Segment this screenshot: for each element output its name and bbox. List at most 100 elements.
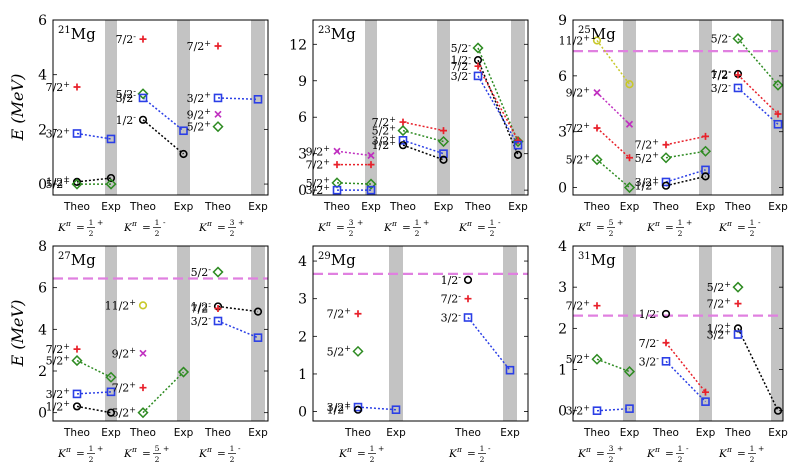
exp-band [437, 20, 450, 195]
kpi-denominator: 2 [480, 455, 485, 464]
spin-parity-label: 5/2+​ [327, 344, 351, 358]
level-connector [596, 92, 631, 125]
level-marker-x [139, 349, 147, 357]
panel-21mg: 7/2+​3/2+​1/2+​5/2+​7/2-​5/2-​3/2-​1/2-​… [38, 13, 269, 238]
spin-parity-label: 3/2+​ [635, 175, 659, 189]
y-tick-label: 4 [38, 68, 47, 84]
level-marker-x [333, 147, 341, 155]
level-marker-square [592, 406, 602, 416]
level-marker-diamond [71, 178, 83, 190]
level-connector [737, 87, 779, 125]
level-marker-plus [333, 161, 341, 169]
kpi-label-k: K [458, 222, 468, 234]
level-marker-square [253, 94, 263, 104]
level-connector [402, 144, 444, 161]
spin-parity-label: 3/2-​ [116, 91, 137, 105]
kpi-label-eq: = [217, 448, 226, 460]
y-tick-label: 0 [558, 181, 567, 197]
plot-area [313, 246, 528, 421]
exp-column-label: Exp [361, 201, 381, 213]
kpi-label-k: K [448, 448, 458, 460]
kpi-denominator: 2 [370, 455, 375, 464]
level-marker-diamond [660, 152, 672, 164]
kpi-numerator: 1 [750, 218, 755, 227]
kpi-label-k: K [57, 222, 67, 234]
theo-column-label: Theo [63, 201, 90, 213]
nucleus-title: 31Mg [578, 251, 616, 269]
level-marker-square [473, 71, 483, 81]
exp-column-label: Exp [434, 201, 454, 213]
spin-parity-label: 5/2+​ [187, 119, 211, 133]
spin-parity-label: 1/2+​ [46, 399, 70, 413]
kpi-label-pi: π [346, 445, 352, 454]
spin-parity-label: 9/2+​ [566, 85, 590, 99]
spin-parity-label: 7/2+​ [327, 307, 351, 321]
kpi-parity: - [238, 444, 241, 453]
level-marker-square [366, 185, 376, 195]
kpi-label-eq: = [665, 448, 674, 460]
kpi-label-eq: = [737, 222, 746, 234]
spin-parity-label: 1/2-​ [451, 53, 472, 67]
kpi-label-k: K [646, 448, 656, 460]
level-connector [477, 47, 519, 142]
kpi-numerator: 1 [370, 444, 375, 453]
spin-parity-label: 7/2+​ [112, 380, 136, 394]
panel-frame [52, 19, 269, 196]
kpi-denominator: 2 [415, 229, 420, 238]
level-connector [76, 405, 112, 414]
panel-27mg: 7/2+​5/2+​3/2+​1/2+​11/2+​9/2+​7/2+​5/2+… [38, 239, 269, 464]
kpi-parity: + [97, 444, 103, 453]
kpi-numerator: 1 [415, 218, 420, 227]
level-marker-diamond [212, 121, 224, 133]
kpi-label-k: K [577, 222, 587, 234]
exp-column-label: Exp [248, 201, 268, 213]
spin-parity-label: 3/2+​ [566, 404, 590, 418]
y-tick-label: 2 [38, 364, 47, 380]
level-marker-diamond [212, 266, 224, 278]
level-connector [665, 135, 706, 146]
kpi-parity: + [238, 218, 244, 227]
kpi-denominator: 2 [89, 455, 94, 464]
level-marker-diamond [137, 407, 149, 419]
level-connector [737, 74, 779, 115]
kpi-label-pi: π [726, 219, 732, 228]
spin-parity-label: 7/2-​ [639, 336, 660, 350]
spin-parity-label: 1/2-​ [639, 307, 660, 321]
level-marker-square [661, 177, 671, 187]
y-tick-label: 12 [289, 37, 307, 53]
spin-parity-label: 3/2+​ [306, 183, 330, 197]
level-marker-diamond [591, 353, 603, 365]
level-marker-plus [734, 300, 742, 308]
kpi-label-k: K [123, 448, 133, 460]
kpi-label-pi: π [654, 219, 660, 228]
spin-parity-label: 9/2+​ [112, 346, 136, 360]
panel-29mg: 7/2+​ 5/2+​ 3/2+​1/2+​ 1/2-​ 7/2-​ 3/2-​ 0 1 2 3 4… [298, 245, 529, 464]
nucleus-title: 21Mg [58, 25, 96, 43]
kpi-numerator: 1 [678, 218, 683, 227]
level-marker-square [253, 333, 263, 342]
exp-column-label: Exp [101, 201, 121, 213]
spin-parity-label: 7/2-​ [451, 59, 472, 73]
exp-band [699, 20, 712, 195]
level-marker-plus [139, 384, 147, 392]
level-connector [217, 97, 259, 101]
level-marker-plus [662, 339, 670, 347]
level-marker-circle [661, 181, 671, 190]
kpi-label-eq: = [142, 448, 151, 460]
kpi-label-k: K [718, 448, 728, 460]
level-marker-circle [138, 115, 148, 124]
spin-parity-label: 7/2+​ [707, 296, 731, 310]
spin-parity-label: 3/2+​ [46, 126, 70, 140]
y-tick-label: 8 [38, 239, 47, 255]
level-marker-square [332, 185, 342, 195]
kpi-numerator: 3 [349, 218, 354, 227]
kpi-label-pi: π [466, 219, 472, 228]
level-marker-plus [702, 388, 709, 396]
level-marker-plus [214, 42, 222, 50]
kpi-label-pi: π [131, 445, 137, 454]
y-tick-label: 0 [298, 183, 307, 199]
